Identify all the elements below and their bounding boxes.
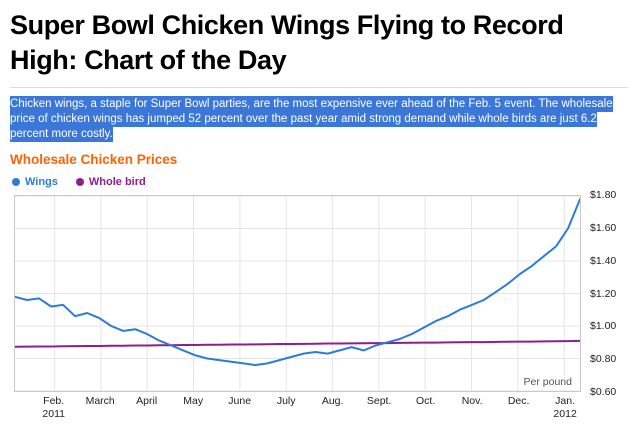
chart-title: Wholesale Chicken Prices <box>10 152 178 168</box>
x-tick-aug-: Aug. <box>322 395 344 408</box>
legend-item-wings: Wings <box>12 176 58 188</box>
x-tick-sept-: Sept. <box>367 395 392 408</box>
y-tick-label: $1.60 <box>590 221 617 234</box>
month-label: Dec. <box>507 395 530 408</box>
month-label: Nov. <box>461 395 483 408</box>
month-label: July <box>276 395 296 408</box>
month-label: Jan. <box>555 395 576 408</box>
y-tick-label: $1.00 <box>590 320 617 333</box>
x-tick-dec-: Dec. <box>508 395 530 408</box>
chart-canvas <box>15 196 580 391</box>
y-tick-label: $1.20 <box>590 287 617 300</box>
page-title: Super Bowl Chicken Wings Flying to Recor… <box>10 10 564 75</box>
y-axis-labels: $0.60 $0.80 $1.00 $1.20 $1.40 $1.60 $1.80 <box>586 189 634 398</box>
wings-line <box>15 199 580 365</box>
month-label: April <box>136 395 158 408</box>
x-axis-labels: Feb. 2011 March April May June July Aug. Sept. Oc… <box>14 395 581 429</box>
chart-container: Per pound $0.60 $0.80 $1.00 $1.20 $1.40 $1.60… <box>14 189 628 398</box>
month-label: Oct. <box>416 395 436 408</box>
wings-legend-dot-icon <box>12 178 20 187</box>
month-label: Sept. <box>366 395 392 408</box>
month-label: May <box>183 395 204 408</box>
selected-text[interactable]: Chicken wings, a staple for Super Bowl p… <box>10 96 613 143</box>
chart-legend: Wings Whole bird <box>12 176 628 188</box>
whole-bird-line <box>15 341 580 347</box>
chart-plot-area: Per pound <box>14 195 581 393</box>
y-tick-label: $1.40 <box>590 254 617 267</box>
headline-divider <box>10 87 628 89</box>
x-tick-april: April <box>136 395 157 408</box>
month-label: Feb. <box>43 395 65 408</box>
year-label: 2011 <box>42 408 65 421</box>
month-label: March <box>85 395 115 408</box>
legend-item-whole-bird: Whole bird <box>75 176 146 189</box>
whole-bird-legend-dot-icon <box>75 178 84 187</box>
y-tick-label: $0.80 <box>590 353 617 366</box>
x-tick-june: June <box>228 395 251 408</box>
x-tick-jan-: Jan. 2012 <box>553 395 576 421</box>
unit-label: Per pound <box>519 376 572 389</box>
x-tick-oct-: Oct. <box>416 395 435 408</box>
year-label: 2012 <box>553 408 577 421</box>
x-tick-may: May <box>183 395 203 408</box>
article-paragraph[interactable]: Chicken wings, a staple for Super Bowl p… <box>10 96 616 143</box>
y-tick-label: $0.60 <box>590 386 617 399</box>
month-label: Aug. <box>321 395 344 408</box>
y-tick-label: $1.80 <box>590 189 617 202</box>
legend-label-whole-bird: Whole bird <box>88 176 146 189</box>
legend-label-wings: Wings <box>25 176 58 189</box>
month-label: June <box>228 395 252 408</box>
x-tick-july: July <box>277 395 296 408</box>
x-tick-feb-: Feb. 2011 <box>42 395 65 421</box>
x-tick-nov-: Nov. <box>462 395 483 408</box>
x-tick-march: March <box>86 395 115 408</box>
